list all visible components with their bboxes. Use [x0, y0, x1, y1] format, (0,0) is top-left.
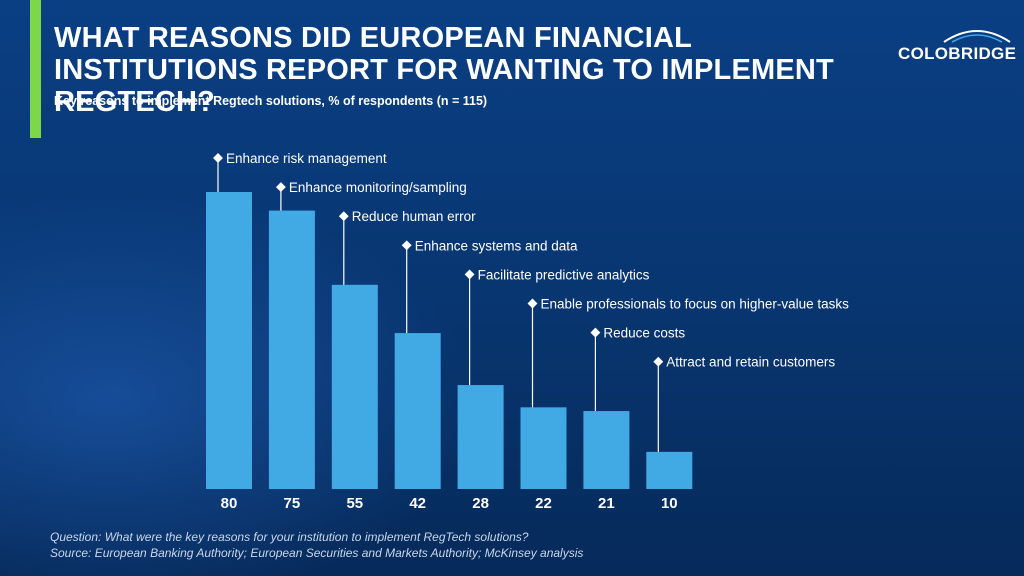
value-label: 80: [221, 495, 238, 512]
diamond-marker: [527, 298, 538, 309]
chart-subtitle: Key reasons to implement Regtech solutio…: [54, 94, 488, 108]
value-label: 28: [472, 495, 489, 512]
colobridge-logo: COLOBRIDGE: [898, 24, 1017, 68]
value-label: 55: [346, 495, 363, 512]
diamond-marker: [401, 240, 412, 251]
bar: [331, 284, 378, 489]
accent-bar: [30, 0, 41, 138]
category-label: Enable professionals to focus on higher-…: [541, 297, 850, 312]
diamond-marker: [275, 182, 286, 193]
bar: [206, 192, 252, 489]
category-label: Attract and retain customers: [666, 355, 835, 370]
value-label: 42: [409, 495, 426, 512]
page-title: WHAT REASONS DID EUROPEAN FINANCIAL INST…: [54, 22, 834, 118]
bar: [457, 385, 504, 489]
bar: [583, 411, 630, 489]
logo-text: COLOBRIDGE: [898, 44, 1017, 63]
category-label: Reduce human error: [352, 209, 476, 224]
bar: [646, 451, 693, 489]
diamond-marker: [590, 327, 601, 338]
value-label: 22: [535, 495, 552, 512]
value-label: 10: [661, 495, 678, 512]
category-label: Enhance risk management: [226, 151, 387, 166]
source-note: Source: European Banking Authority; Euro…: [50, 546, 584, 560]
category-label: Enhance systems and data: [415, 238, 578, 253]
chart-footer: Question: What were the key reasons for …: [50, 529, 583, 561]
diamond-marker: [213, 153, 223, 163]
category-label: Facilitate predictive analytics: [478, 267, 650, 282]
diamond-marker: [338, 211, 349, 222]
bar: [520, 407, 567, 489]
question-note: Question: What were the key reasons for …: [50, 530, 529, 544]
value-label: 21: [598, 495, 615, 512]
diamond-marker: [464, 269, 475, 280]
value-label: 75: [284, 495, 301, 512]
bar: [268, 210, 315, 489]
category-label: Reduce costs: [603, 326, 685, 341]
bar: [394, 333, 441, 489]
diamond-marker: [653, 356, 664, 367]
bridge-arc-icon: [943, 30, 1011, 43]
category-label: Enhance monitoring/sampling: [289, 180, 467, 195]
